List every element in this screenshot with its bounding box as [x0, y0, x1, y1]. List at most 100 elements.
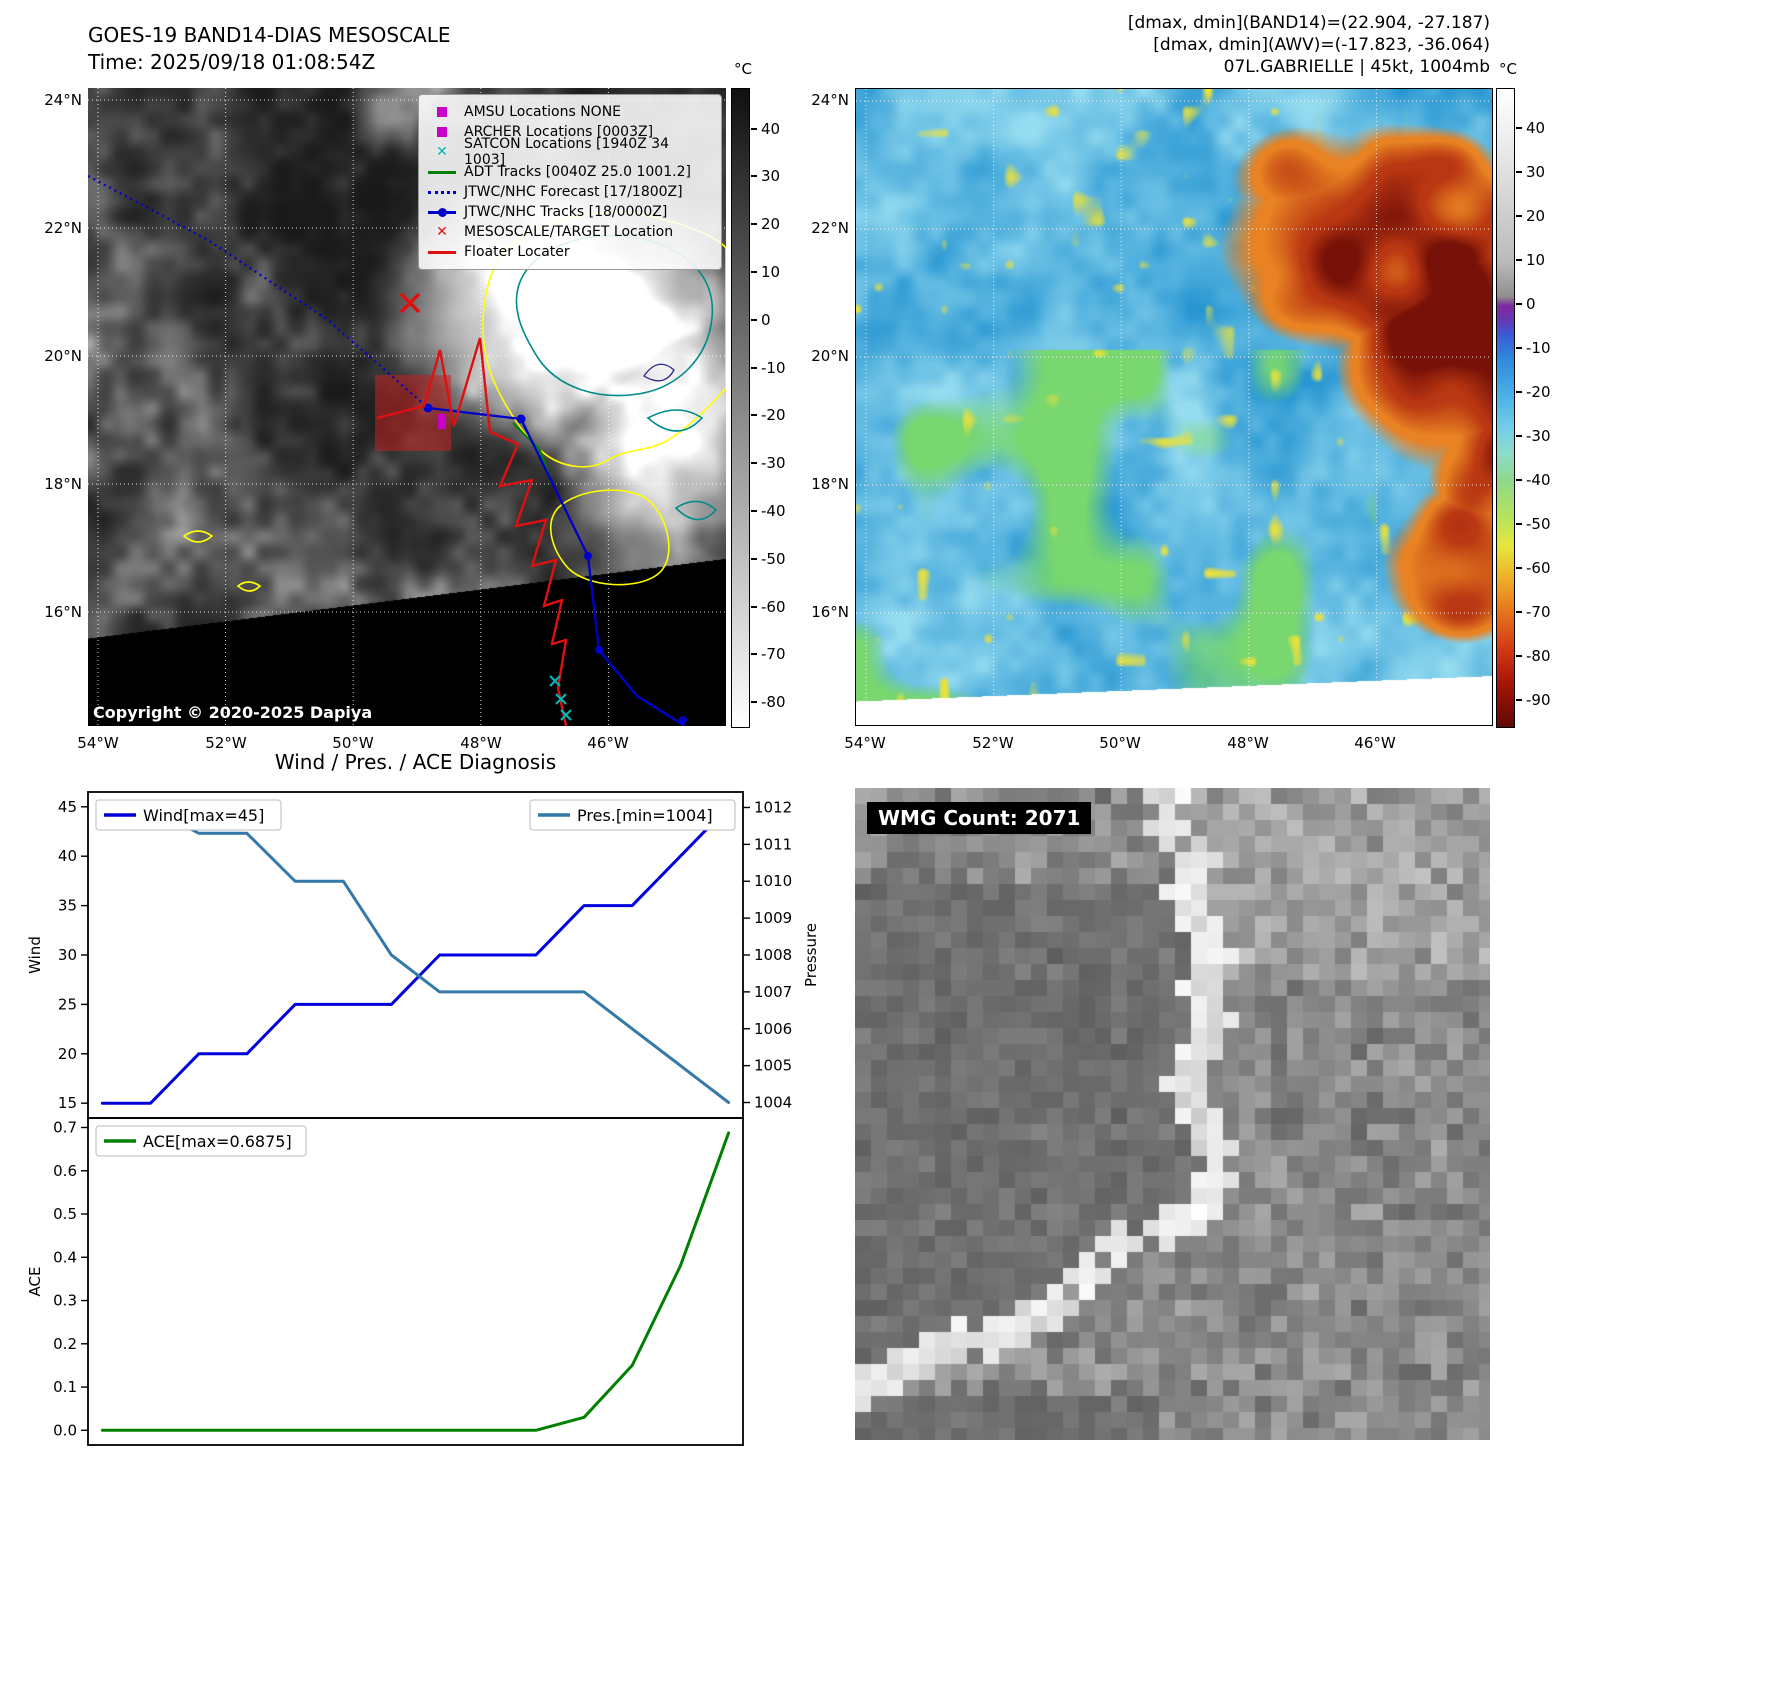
- colorbar-tick-label: 10: [761, 262, 781, 281]
- copyright-text: Copyright © 2020-2025 Dapiya: [93, 703, 373, 722]
- chart-text: 20: [58, 1045, 77, 1063]
- colorbar-tick-mark: [751, 462, 757, 465]
- colorbar-tick-mark: [1516, 214, 1522, 217]
- wmg-count-label: WMG Count: 2071: [867, 802, 1092, 834]
- legend-label: ARCHER Locations [0003Z]: [464, 124, 654, 140]
- jtwc-track-points: [423, 403, 687, 724]
- wmg-image: [855, 788, 1490, 1440]
- colorbar-tick-mark: [1516, 698, 1522, 701]
- chart-text: ACE: [26, 1267, 44, 1297]
- lon-label: 50°W: [332, 734, 374, 752]
- satcon-x-icon: [436, 145, 448, 159]
- colorbar-tick-mark: [1516, 258, 1522, 261]
- chart-text: 0.7: [53, 1119, 77, 1137]
- colorbar-tick-mark: [1516, 522, 1522, 525]
- chart-text: 1010: [754, 872, 792, 890]
- band14-title-line2: Time: 2025/09/18 01:08:54Z: [88, 50, 376, 74]
- pressure-line: [100, 806, 731, 1104]
- chart-text: 0.4: [53, 1248, 77, 1266]
- chart-text: 1008: [754, 946, 792, 964]
- awv-image: [856, 89, 1492, 725]
- lat-label: 20°N: [44, 347, 82, 365]
- colorbar-tick-mark: [751, 318, 757, 321]
- colorbar-tick-label: -80: [761, 693, 786, 712]
- chart-text: 0.1: [53, 1378, 77, 1396]
- legend-label: JTWC/NHC Tracks [18/0000Z]: [464, 204, 668, 220]
- lat-label: 18°N: [44, 475, 82, 493]
- forecast-dotted-icon: [428, 190, 456, 194]
- colorbar-tick-mark: [1516, 610, 1522, 613]
- colorbar-tick-label: 20: [761, 215, 781, 234]
- lat-label: 22°N: [44, 219, 82, 237]
- lon-label: 48°W: [460, 734, 502, 752]
- lon-label: 46°W: [587, 734, 629, 752]
- awv-colorbar: [1496, 88, 1515, 728]
- target-x-icon: [399, 292, 421, 314]
- legend-row: JTWC/NHC Tracks [18/0000Z]: [427, 202, 713, 222]
- band14-title-line1: GOES-19 BAND14-DIAS MESOSCALE: [88, 23, 451, 47]
- colorbar-tick-mark: [751, 509, 757, 512]
- colorbar-tick-label: 40: [1526, 118, 1546, 137]
- chart-text: 1007: [754, 983, 792, 1001]
- colorbar-tick-label: 0: [761, 310, 771, 329]
- chart-text: 0.5: [53, 1205, 77, 1223]
- colorbar-tick-label: -20: [1526, 382, 1551, 401]
- colorbar-tick-label: 40: [761, 119, 781, 138]
- chart-text: Pressure: [802, 923, 820, 987]
- floater-track-line: [376, 337, 568, 726]
- lon-label: 52°W: [972, 734, 1014, 752]
- colorbar-tick-mark: [751, 127, 757, 130]
- lat-label: 16°N: [44, 603, 82, 621]
- band14-overlay: [88, 88, 726, 726]
- diagnosis-title: Wind / Pres. / ACE Diagnosis: [274, 750, 557, 774]
- legend-label: ADT Tracks [0040Z 25.0 1001.2]: [464, 164, 691, 180]
- colorbar-tick-label: -40: [761, 501, 786, 520]
- lon-label: 50°W: [1099, 734, 1141, 752]
- colorbar-tick-mark: [1516, 170, 1522, 173]
- chart-text: 1011: [754, 835, 792, 853]
- jtwc-forecast-line: [88, 174, 429, 409]
- chart-text: 35: [58, 897, 77, 915]
- colorbar-tick-mark: [1516, 566, 1522, 569]
- chart-text: 0.6: [53, 1162, 77, 1180]
- colorbar-tick-label: -30: [761, 454, 786, 473]
- ace-plot-frame: [87, 1117, 744, 1446]
- legend-row: SATCON Locations [1940Z 34 1003]: [427, 136, 713, 168]
- legend-row: ADT Tracks [0040Z 25.0 1001.2]: [427, 162, 713, 182]
- lat-label: 24°N: [44, 91, 82, 109]
- target-x-legend-icon: [436, 225, 448, 239]
- wind-line: [100, 805, 731, 1105]
- diagnosis-charts: 15 20 25 30 35 40 45 1004 1005 1006 1007 1008 1009 10…: [26, 791, 820, 1446]
- colorbar-tick-label: -60: [1526, 558, 1551, 577]
- awv-header: [dmax, dmin](BAND14)=(22.904, -27.187) […: [1000, 12, 1490, 78]
- chart-text: 0.0: [53, 1421, 77, 1439]
- jtwc-track-line: [427, 406, 686, 726]
- chart-text: 1005: [754, 1057, 792, 1075]
- wind-plot-bg: [88, 792, 743, 1118]
- lat-label: 16°N: [811, 603, 849, 621]
- chart-text: 30: [58, 946, 77, 964]
- storm-id-intensity: 07L.GABRIELLE | 45kt, 1004mb: [1223, 57, 1490, 78]
- legend-label: AMSU Locations NONE: [464, 104, 622, 120]
- legend-label: SATCON Locations [1940Z 34 1003]: [464, 136, 669, 168]
- colorbar-tick-mark: [1516, 390, 1522, 393]
- chart-text: 1009: [754, 909, 792, 927]
- colorbar-unit: °C: [1499, 60, 1517, 78]
- colorbar-tick-label: -50: [1526, 514, 1551, 533]
- chart-legend-box: [529, 799, 736, 831]
- colorbar-tick-mark: [1516, 126, 1522, 129]
- colorbar-tick-label: -70: [761, 645, 786, 664]
- chart-text: 45: [58, 798, 77, 816]
- colorbar-tick-mark: [751, 366, 757, 369]
- colorbar-tick-mark: [751, 270, 757, 273]
- lat-label: 22°N: [811, 219, 849, 237]
- legend-row: ARCHER Locations [0003Z]: [427, 122, 713, 142]
- dmax-dmin-band14: [dmax, dmin](BAND14)=(22.904, -27.187): [1127, 13, 1490, 33]
- colorbar-tick-mark: [1516, 434, 1522, 437]
- chart-text: 40: [58, 847, 77, 865]
- legend-label: Floater Locater: [464, 244, 570, 260]
- legend-row: JTWC/NHC Forecast [17/1800Z]: [427, 182, 713, 202]
- colorbar-tick-mark: [1516, 478, 1522, 481]
- colorbar-tick-mark: [1516, 654, 1522, 657]
- legend-row: MESOSCALE/TARGET Location: [427, 222, 713, 242]
